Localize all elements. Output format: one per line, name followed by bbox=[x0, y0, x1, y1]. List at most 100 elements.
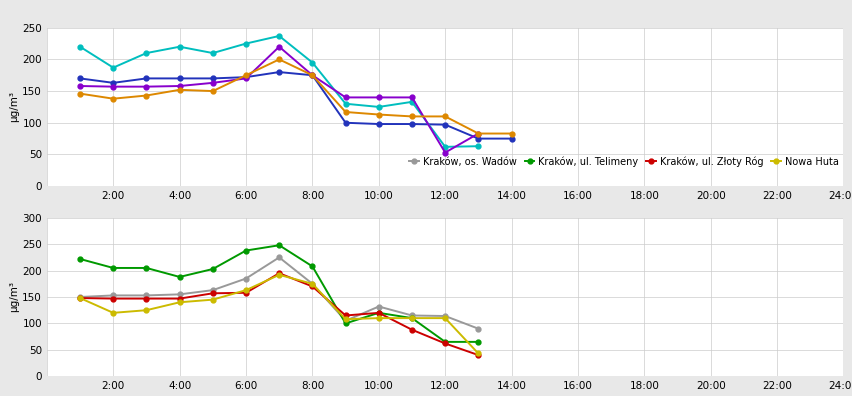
Kraków-Kurdwanów bbox=[108, 65, 118, 70]
Kraków, os. Wadów bbox=[341, 318, 351, 323]
Kraków, ul. Telimeny bbox=[241, 248, 251, 253]
Kraków, os. Piastów bbox=[108, 96, 118, 101]
Aleja Krasińskiego bbox=[141, 76, 152, 81]
Kraków, ul. Złoty Róg bbox=[241, 290, 251, 295]
Kraków, ul. Telimeny bbox=[473, 339, 483, 344]
Kraków, os. Wadów bbox=[274, 255, 285, 260]
Nowa Huta bbox=[175, 300, 185, 305]
Nowa Huta bbox=[341, 317, 351, 322]
Aleja Krasińskiego bbox=[308, 73, 318, 78]
Kraków-Kurdwanów bbox=[440, 145, 451, 149]
Line: Aleja Krasińskiego: Aleja Krasińskiego bbox=[78, 70, 514, 141]
Kraków-Kurdwanów bbox=[374, 105, 384, 109]
Kraków, os. Piastów bbox=[208, 89, 218, 93]
Kraków, ul. Telimeny bbox=[308, 264, 318, 269]
Line: Kraków, ul. Złoty Róg: Kraków, ul. Złoty Róg bbox=[78, 271, 481, 358]
Aleja Krasińskiego bbox=[407, 122, 417, 126]
Kraków-Kurdwanów bbox=[141, 51, 152, 55]
Kraków, ul. Telimeny bbox=[407, 316, 417, 320]
Kraków-ul. Dietla bbox=[308, 73, 318, 78]
Kraków, os. Wadów bbox=[308, 282, 318, 286]
Nowa Huta bbox=[75, 296, 85, 301]
Kraków, os. Wadów bbox=[208, 288, 218, 293]
Kraków, ul. Złoty Róg bbox=[274, 271, 285, 276]
Kraków, os. Piastów bbox=[407, 114, 417, 119]
Line: Kraków, os. Wadów: Kraków, os. Wadów bbox=[78, 255, 481, 331]
Kraków, os. Piastów bbox=[274, 57, 285, 62]
Aleja Krasińskiego bbox=[75, 76, 85, 81]
Aleja Krasińskiego bbox=[341, 120, 351, 125]
Kraków-Kurdwanów bbox=[308, 60, 318, 65]
Kraków, os. Piastów bbox=[141, 93, 152, 98]
Kraków, ul. Złoty Róg bbox=[341, 313, 351, 318]
Kraków, ul. Telimeny bbox=[141, 266, 152, 270]
Aleja Krasińskiego bbox=[274, 70, 285, 74]
Kraków, os. Piastów bbox=[75, 91, 85, 96]
Kraków-ul. Dietla bbox=[208, 80, 218, 85]
Kraków-Kurdwanów bbox=[407, 99, 417, 104]
Kraków, os. Piastów bbox=[308, 73, 318, 78]
Kraków, ul. Telimeny bbox=[208, 267, 218, 271]
Kraków-ul. Dietla bbox=[440, 150, 451, 155]
Kraków-ul. Dietla bbox=[473, 131, 483, 136]
Kraków, ul. Złoty Róg bbox=[473, 353, 483, 358]
Kraków-Kurdwanów bbox=[75, 44, 85, 49]
Y-axis label: µg/m³: µg/m³ bbox=[9, 282, 20, 312]
Kraków-ul. Dietla bbox=[141, 84, 152, 89]
Legend: Kraków, os. Wadów, Kraków, ul. Telimeny, Kraków, ul. Złoty Róg, Nowa Huta: Kraków, os. Wadów, Kraków, ul. Telimeny,… bbox=[410, 156, 838, 167]
Kraków, os. Wadów bbox=[374, 304, 384, 309]
Aleja Krasińskiego bbox=[108, 80, 118, 85]
Kraków, os. Wadów bbox=[440, 314, 451, 318]
Line: Kraków, os. Piastów: Kraków, os. Piastów bbox=[78, 57, 514, 136]
Kraków-Kurdwanów bbox=[274, 34, 285, 38]
Nowa Huta bbox=[407, 316, 417, 320]
Kraków, os. Piastów bbox=[341, 110, 351, 114]
Kraków, ul. Złoty Róg bbox=[440, 341, 451, 346]
Kraków, os. Piastów bbox=[175, 88, 185, 92]
Line: Kraków, ul. Telimeny: Kraków, ul. Telimeny bbox=[78, 243, 481, 344]
Kraków, os. Piastów bbox=[241, 73, 251, 78]
Kraków, ul. Telimeny bbox=[175, 274, 185, 279]
Kraków-ul. Dietla bbox=[274, 44, 285, 49]
Kraków-Kurdwanów bbox=[208, 51, 218, 55]
Aleja Krasińskiego bbox=[473, 136, 483, 141]
Kraków, os. Piastów bbox=[506, 131, 516, 136]
Kraków, ul. Złoty Róg bbox=[141, 296, 152, 301]
Kraków, ul. Telimeny bbox=[374, 310, 384, 315]
Kraków-ul. Dietla bbox=[241, 76, 251, 81]
Line: Kraków-ul. Dietla: Kraków-ul. Dietla bbox=[78, 44, 481, 155]
Y-axis label: µg/m³: µg/m³ bbox=[9, 91, 20, 122]
Kraków-Kurdwanów bbox=[175, 44, 185, 49]
Kraków-ul. Dietla bbox=[108, 84, 118, 89]
Kraków-ul. Dietla bbox=[175, 84, 185, 88]
Kraków, os. Piastów bbox=[473, 131, 483, 136]
Kraków-Kurdwanów bbox=[241, 41, 251, 46]
Kraków, os. Piastów bbox=[440, 114, 451, 119]
Nowa Huta bbox=[208, 297, 218, 302]
Nowa Huta bbox=[141, 308, 152, 312]
Kraków, os. Piastów bbox=[374, 112, 384, 117]
Line: Nowa Huta: Nowa Huta bbox=[78, 272, 481, 356]
Kraków, ul. Złoty Róg bbox=[208, 291, 218, 296]
Kraków-ul. Dietla bbox=[407, 95, 417, 100]
Aleja Krasińskiego bbox=[440, 122, 451, 127]
Kraków, ul. Telimeny bbox=[108, 266, 118, 270]
Aleja Krasińskiego bbox=[208, 76, 218, 81]
Kraków, ul. Telimeny bbox=[75, 257, 85, 261]
Kraków, os. Wadów bbox=[407, 313, 417, 318]
Kraków, os. Wadów bbox=[473, 326, 483, 331]
Kraków, ul. Złoty Róg bbox=[308, 284, 318, 289]
Nowa Huta bbox=[241, 288, 251, 293]
Kraków, os. Wadów bbox=[175, 292, 185, 297]
Nowa Huta bbox=[108, 310, 118, 315]
Nowa Huta bbox=[473, 351, 483, 356]
Kraków-Kurdwanów bbox=[473, 144, 483, 148]
Kraków-ul. Dietla bbox=[75, 84, 85, 88]
Kraków, os. Wadów bbox=[241, 276, 251, 281]
Nowa Huta bbox=[440, 316, 451, 320]
Nowa Huta bbox=[374, 316, 384, 320]
Kraków, ul. Złoty Róg bbox=[108, 296, 118, 301]
Line: Kraków-Kurdwanów: Kraków-Kurdwanów bbox=[78, 34, 481, 149]
Aleja Krasińskiego bbox=[175, 76, 185, 81]
Kraków, os. Wadów bbox=[141, 293, 152, 298]
